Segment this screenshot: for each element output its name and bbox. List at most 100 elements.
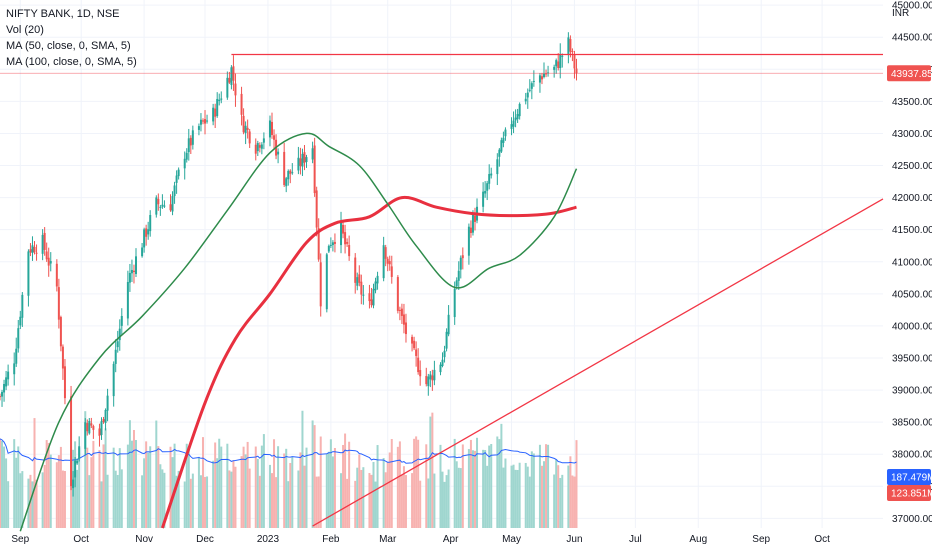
candle-body (114, 349, 117, 364)
candle-body (413, 340, 416, 349)
volume-bar (114, 470, 117, 528)
x-tick-label: May (502, 534, 521, 545)
y-tick-label: 39000.00 (892, 386, 932, 397)
candle-body (317, 228, 320, 260)
candle-body (285, 178, 288, 187)
candle-body (439, 364, 442, 373)
volume-bar (573, 476, 576, 528)
candle-body (191, 130, 194, 145)
candle-body (57, 287, 60, 320)
volume-bar (490, 444, 493, 528)
volume-bar (273, 439, 276, 528)
volume-bar (287, 481, 290, 528)
volume-bar (33, 418, 36, 528)
candle-body (368, 293, 371, 302)
volume-bar (173, 443, 176, 528)
volume-bar (204, 476, 207, 528)
volume-bar (120, 469, 123, 528)
candle-body (567, 37, 570, 54)
volume-bar (78, 447, 81, 528)
candle-body (333, 241, 336, 244)
volume-bar (384, 472, 387, 528)
legend-ma50[interactable]: MA (50, close, 0, SMA, 5) (6, 40, 131, 52)
candle-body (404, 322, 407, 335)
x-tick-label: Aug (689, 534, 707, 545)
candle-body (21, 294, 24, 318)
volume-bar (524, 462, 527, 528)
svg-text:43937.85: 43937.85 (891, 69, 932, 80)
volume-bar (569, 456, 572, 528)
candle-body (545, 73, 548, 75)
volume-bar (43, 464, 46, 528)
legend-ma100[interactable]: MA (100, close, 0, SMA, 5) (6, 56, 137, 68)
candle-body (226, 77, 229, 98)
candle-body (425, 376, 428, 385)
candle-body (29, 249, 32, 253)
volume-bar (502, 467, 505, 528)
candle-body (104, 409, 107, 423)
candle-body (3, 383, 6, 393)
candle-body (220, 98, 223, 100)
volume-bar (488, 445, 491, 528)
y-tick-label: 42500.00 (892, 161, 932, 172)
volume-ma-tag: 187.479M (887, 469, 932, 485)
volume-bar (429, 416, 432, 528)
volume-bar (459, 468, 462, 528)
volume-bar (498, 439, 501, 528)
volume-bar (57, 455, 60, 528)
candle-body (524, 98, 527, 102)
legend-symbol[interactable]: NIFTY BANK, 1D, NSE (6, 8, 120, 20)
y-tick-label: 40000.00 (892, 321, 932, 332)
volume-bar (163, 472, 166, 528)
candle-body (370, 299, 373, 306)
candle-body (197, 126, 200, 130)
candle-body (471, 214, 474, 233)
trendline[interactable] (312, 198, 884, 527)
candle-body (260, 144, 263, 149)
candle-body (262, 138, 265, 143)
volume-bar (268, 464, 271, 528)
candle-body (84, 422, 87, 449)
candle-body (526, 92, 529, 98)
candle-body (557, 61, 560, 69)
candle-body (467, 226, 470, 256)
candle-body (427, 376, 430, 387)
volume-bar (561, 474, 564, 528)
volume-bar (283, 453, 286, 528)
candle-body (417, 357, 420, 373)
volume-bar (289, 462, 292, 528)
candle-body (63, 366, 66, 399)
candle-body (214, 108, 217, 117)
candle-body (15, 348, 18, 364)
candle-body (530, 83, 533, 89)
candle-body (514, 117, 517, 121)
y-tick-label: 40500.00 (892, 289, 932, 300)
legend-volume[interactable]: Vol (20) (6, 24, 44, 36)
candle-body (453, 288, 456, 318)
volume-bar (575, 440, 578, 528)
candle-body (246, 127, 249, 131)
candle-body (372, 288, 375, 306)
ma100-line (160, 195, 577, 529)
volume-bar (358, 454, 361, 528)
candle-body (575, 68, 578, 74)
candle-body (459, 257, 462, 270)
volume-bar (218, 438, 221, 528)
volume-bar (155, 420, 158, 528)
volume-bar (356, 467, 359, 528)
volume-bar (538, 444, 541, 528)
volume-bar (504, 458, 507, 528)
volume-bar (100, 481, 103, 528)
candle-body (183, 158, 186, 169)
x-tick-label: Dec (196, 534, 214, 545)
candle-body (13, 363, 16, 375)
volume-bar (102, 444, 105, 528)
x-tick-label: Oct (814, 534, 830, 545)
volume-bar (346, 478, 349, 528)
volume-bar (553, 474, 556, 528)
volume-bar (254, 446, 257, 528)
candle-body (78, 446, 81, 459)
candle-body (360, 281, 363, 295)
candle-body (297, 157, 300, 171)
